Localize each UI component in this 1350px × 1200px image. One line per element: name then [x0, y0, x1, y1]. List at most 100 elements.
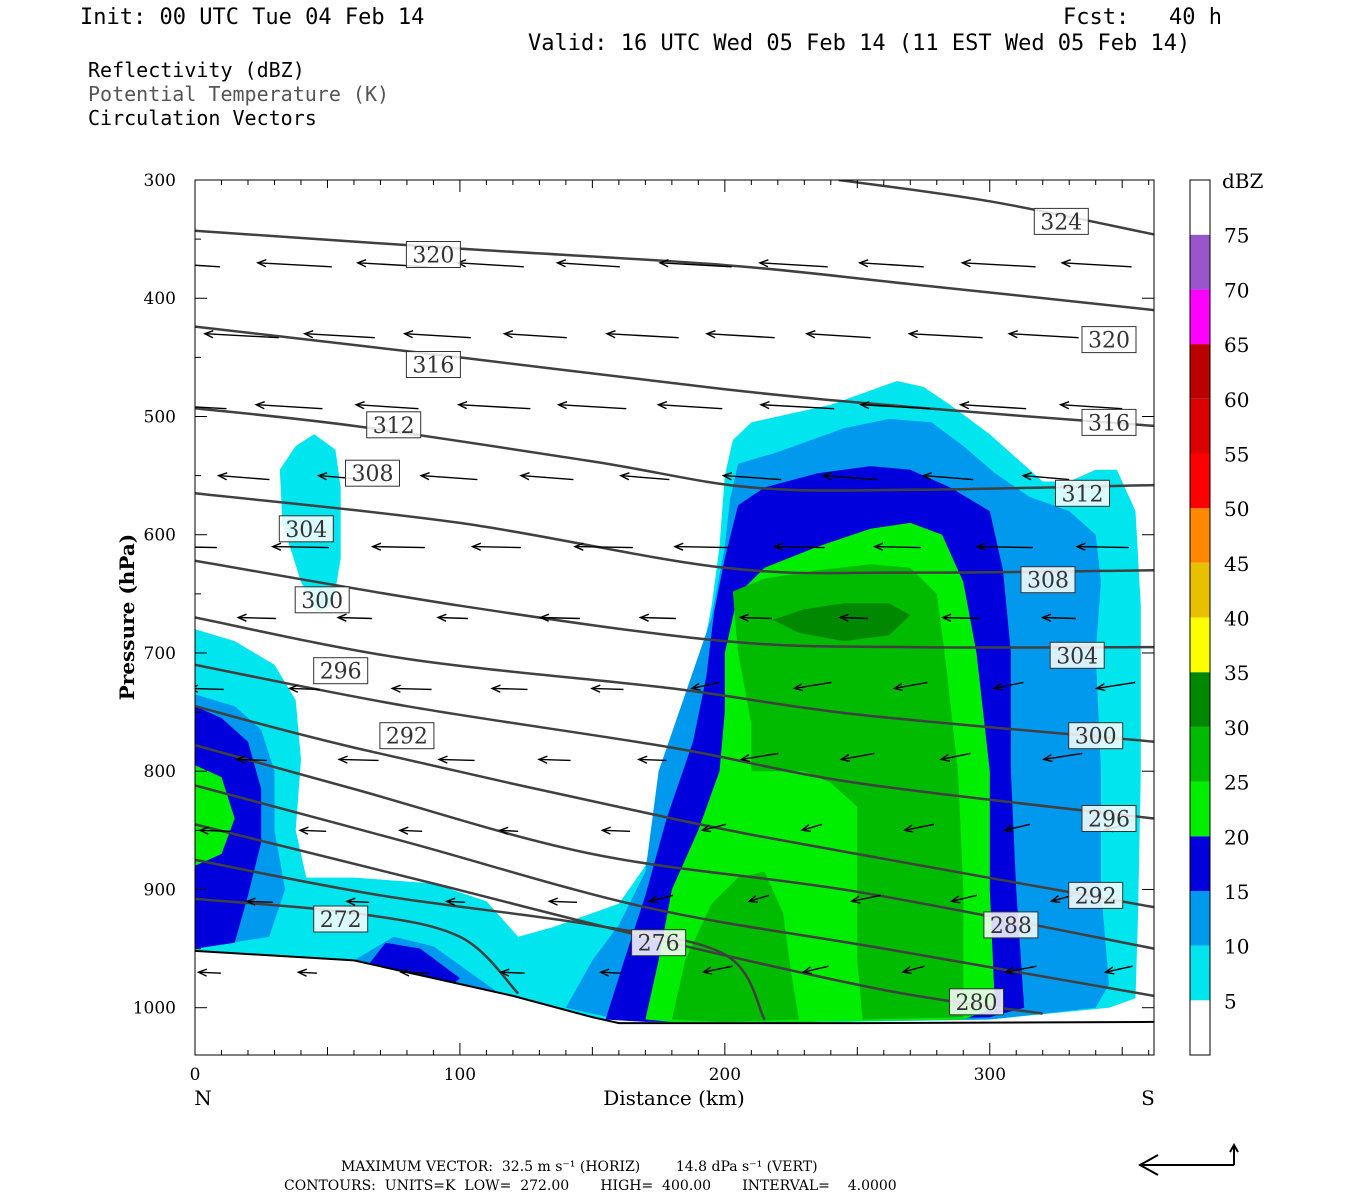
circulation-vector [758, 259, 828, 268]
circulation-vector [805, 330, 871, 339]
y-tick-label-500: 500 [144, 408, 176, 428]
theta-label-box-308-0 [345, 459, 400, 487]
reference-vector-icon [1137, 1142, 1239, 1176]
theta-label-304-0: 304 [285, 518, 327, 543]
theta-label-box-300-1 [1068, 722, 1124, 750]
circulation-vector [216, 472, 270, 481]
dbz-30-region-0 [772, 603, 911, 642]
theta-label-316-0: 316 [412, 354, 454, 379]
theta-label-272-0: 272 [320, 908, 362, 933]
circulation-vector [537, 755, 571, 764]
theta-label-box-320-1 [1081, 326, 1137, 354]
circulation-vector [195, 546, 218, 549]
circulation-vector [701, 965, 733, 975]
circulation-vector [821, 472, 878, 481]
circulation-vector [254, 401, 323, 410]
circulation-vector [1021, 472, 1070, 481]
theta-label-292-1: 292 [1075, 884, 1117, 909]
theta-label-box-300-0 [294, 586, 350, 614]
theta-contour-320 [195, 229, 1154, 312]
y-tick-label-800: 800 [144, 762, 176, 782]
circulation-vector [573, 542, 633, 551]
circulation-vector [772, 542, 825, 551]
colorbar-label-55: 55 [1224, 442, 1249, 466]
circulation-vector [547, 897, 578, 906]
colorbar-label-65: 65 [1224, 333, 1249, 357]
theta-label-280-0: 280 [956, 991, 998, 1016]
circulation-vector [296, 968, 317, 977]
theta-label-320-0: 320 [412, 244, 454, 269]
circulation-vector [490, 684, 528, 693]
theta-label-layer: 272 276 280 288 292 292 296 296 300 300 304 304 308 3… [278, 207, 1137, 1016]
field-potential-temperature: Potential Temperature (K) [88, 82, 390, 106]
theta-label-296-1: 296 [1088, 808, 1130, 833]
theta-label-box-304-0 [278, 515, 334, 543]
colorbar-cell-10 [1190, 453, 1210, 509]
circulation-vector [975, 542, 1033, 551]
theta-label-box-316-1 [1081, 408, 1137, 436]
circulation-vector [270, 542, 330, 551]
field-reflectivity: Reflectivity (dBZ) [88, 58, 305, 82]
dbz-25-region-0 [732, 564, 964, 1020]
theta-label-box-324-0 [1033, 207, 1089, 235]
theta-contour-324 [838, 180, 1154, 236]
circulation-vector [195, 264, 220, 268]
circulation-vector [800, 823, 823, 832]
circulation-vector [849, 894, 882, 904]
circulation-vector [738, 613, 772, 622]
y-tick-label-400: 400 [144, 289, 176, 309]
circulation-vector [902, 823, 935, 833]
circulation-vector [721, 472, 782, 481]
circulation-vector [700, 823, 727, 833]
circulation-vector [497, 826, 519, 835]
colorbar-cell-0 [1190, 1000, 1210, 1055]
circulation-vector [302, 330, 375, 339]
theta-label-312-1: 312 [1062, 482, 1104, 507]
colorbar-cell-1 [1190, 945, 1210, 1001]
plot-frame [194, 179, 1155, 1056]
theta-contour-308 [195, 492, 1154, 575]
theta-label-box-296-0 [313, 657, 369, 685]
theta-contour-312 [195, 406, 1154, 492]
colorbar-unit: dBZ [1222, 169, 1264, 193]
colorbar-label-60: 60 [1224, 388, 1249, 412]
circulation-vector [470, 542, 522, 551]
colorbar-label-25: 25 [1224, 771, 1249, 795]
circulation-vector [839, 752, 875, 763]
x-tick-label-200: 200 [709, 1065, 741, 1085]
theta-label-box-312-1 [1055, 479, 1110, 507]
theta-label-box-296-1 [1081, 805, 1137, 832]
circulation-vector [436, 613, 469, 622]
x-end-label-left: N [194, 1086, 212, 1110]
theta-contour-300 [195, 616, 1154, 743]
colorbar-label-5: 5 [1224, 989, 1237, 1013]
circulation-vector [337, 755, 379, 764]
circulation-vector [859, 400, 931, 410]
colorbar: 5 10 15 20 25 30 35 40 45 50 55 60 65 70 75 [1189, 179, 1249, 1056]
circulation-vector-layer [195, 259, 1136, 977]
circulation-vector [399, 968, 429, 977]
theta-label-324-0: 324 [1040, 210, 1082, 235]
y-tick-label-1000: 1000 [133, 999, 176, 1019]
circulation-vector [600, 826, 631, 835]
forecast-hour: Fcst: 40 h [1063, 5, 1222, 30]
circulation-vector [801, 965, 829, 975]
theta-label-300-1: 300 [1075, 725, 1117, 750]
circulation-vector [940, 613, 980, 622]
below-ground-area [195, 950, 1154, 1055]
circulation-vector [872, 542, 921, 551]
circulation-vector [1007, 330, 1079, 339]
circulation-vector [502, 330, 567, 339]
circulation-vector [444, 897, 466, 906]
colorbar-cell-14 [1190, 234, 1210, 290]
circulation-vector [690, 681, 720, 691]
theta-label-292-0: 292 [386, 725, 428, 750]
circulation-vector [605, 330, 679, 339]
circulation-vector [901, 965, 925, 975]
circulation-vector [857, 259, 924, 268]
circulation-vector [747, 894, 770, 903]
circulation-vector [1002, 823, 1031, 833]
colorbar-label-10: 10 [1224, 935, 1249, 959]
circulation-vector [992, 681, 1024, 691]
